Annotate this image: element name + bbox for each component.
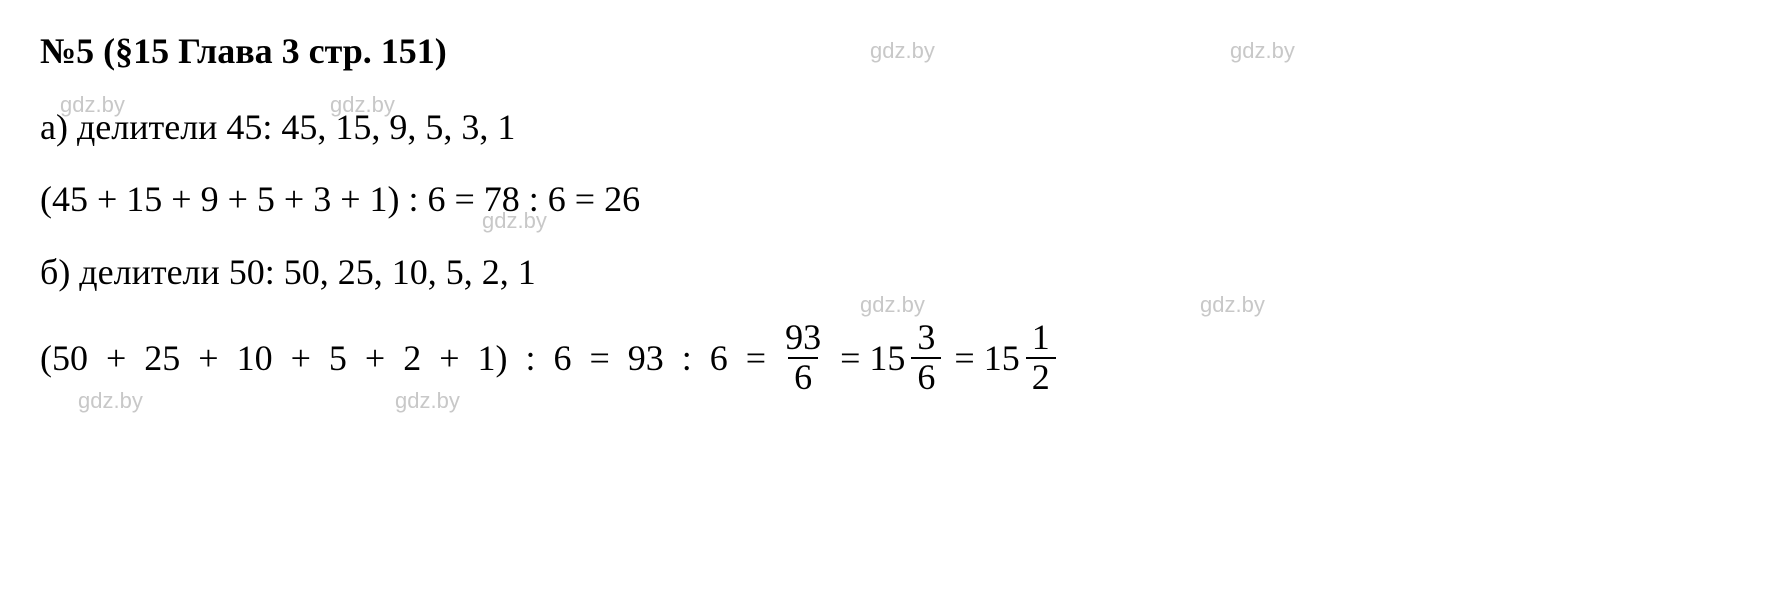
mixed-fraction: 1 2	[1026, 319, 1056, 397]
fraction-numerator: 1	[1026, 319, 1056, 357]
fraction-numerator: 93	[779, 319, 827, 357]
fraction-93-6: 93 6	[779, 319, 827, 397]
divisors-line-a: а) делители 45: 45, 15, 9, 5, 3, 1	[40, 102, 1730, 152]
fraction-numerator: 3	[911, 319, 941, 357]
mixed-whole: 15	[984, 337, 1020, 379]
eq-b-equals-2: =	[945, 337, 983, 379]
fraction-denominator: 6	[911, 357, 941, 397]
mixed-fraction: 3 6	[911, 319, 941, 397]
equation-a: (45 + 15 + 9 + 5 + 3 + 1) : 6 = 78 : 6 =…	[40, 174, 1730, 224]
divisors-line-b: б) делители 50: 50, 25, 10, 5, 2, 1	[40, 247, 1730, 297]
mixed-whole: 15	[869, 337, 905, 379]
equation-b: (50 + 25 + 10 + 5 + 2 + 1) : 6 = 93 : 6 …	[40, 319, 1730, 397]
fraction-denominator: 2	[1026, 357, 1056, 397]
mixed-15-1-2: 15 1 2	[984, 319, 1060, 397]
eq-b-prefix: (50 + 25 + 10 + 5 + 2 + 1) : 6 = 93 : 6 …	[40, 337, 775, 379]
eq-b-equals-1: =	[831, 337, 869, 379]
problem-heading: №5 (§15 Глава 3 стр. 151)	[40, 30, 1730, 72]
mixed-15-3-6: 15 3 6	[869, 319, 945, 397]
fraction-denominator: 6	[788, 357, 818, 397]
